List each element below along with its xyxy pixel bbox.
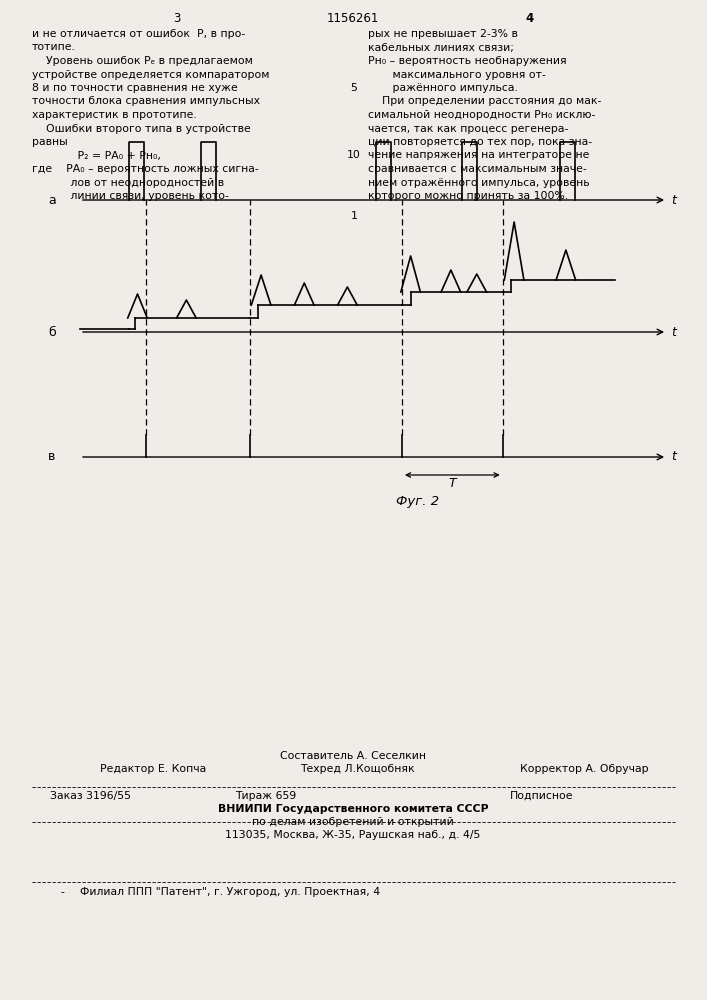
Text: сравнивается с максимальным значе-: сравнивается с максимальным значе- <box>368 164 587 174</box>
Text: ВНИИПИ Государственного комитета СССР: ВНИИПИ Государственного комитета СССР <box>218 804 489 814</box>
Text: где    РА₀ – вероятность ложных сигна-: где РА₀ – вероятность ложных сигна- <box>32 164 259 174</box>
Text: Техред Л.Кощобняк: Техред Л.Кощобняк <box>300 764 414 774</box>
Text: которого можно принять за 100%.: которого можно принять за 100%. <box>368 191 568 201</box>
Text: Уровень ошибок Рₑ в предлагаемом: Уровень ошибок Рₑ в предлагаемом <box>32 56 253 66</box>
Text: а: а <box>48 194 56 207</box>
Text: линии связи, уровень кото-: линии связи, уровень кото- <box>32 191 229 201</box>
Text: При определении расстояния до мак-: При определении расстояния до мак- <box>368 97 602 106</box>
Text: рых не превышает 2-3% в: рых не превышает 2-3% в <box>368 29 518 39</box>
Text: ражённого импульса.: ражённого импульса. <box>368 83 518 93</box>
Text: 113035, Москва, Ж-35, Раушская наб., д. 4/5: 113035, Москва, Ж-35, Раушская наб., д. … <box>226 830 481 840</box>
Text: ции повторяется до тех пор, пока зна-: ции повторяется до тех пор, пока зна- <box>368 137 592 147</box>
Text: Рн₀ – вероятность необнаружения: Рн₀ – вероятность необнаружения <box>368 56 566 66</box>
Text: чается, так как процесс регенера-: чается, так как процесс регенера- <box>368 123 568 133</box>
Text: Корректор А. Обручар: Корректор А. Обручар <box>520 764 648 774</box>
Text: 1: 1 <box>351 211 358 221</box>
Text: t: t <box>671 450 676 464</box>
Text: кабельных линиях связи;: кабельных линиях связи; <box>368 42 514 52</box>
Text: t: t <box>671 194 676 207</box>
Text: t: t <box>671 326 676 338</box>
Text: 3: 3 <box>173 12 181 25</box>
Text: устройстве определяется компаратором: устройстве определяется компаратором <box>32 70 269 80</box>
Text: T: T <box>448 477 456 490</box>
Text: нием отражённого импульса, уровень: нием отражённого импульса, уровень <box>368 178 590 188</box>
Text: равны: равны <box>32 137 68 147</box>
Text: Филиал ППП "Патент", г. Ужгород, ул. Проектная, 4: Филиал ППП "Патент", г. Ужгород, ул. Про… <box>80 887 380 897</box>
Text: Составитель А. Сеселкин: Составитель А. Сеселкин <box>280 751 426 761</box>
Text: и не отличается от ошибок  Р, в про-: и не отличается от ошибок Р, в про- <box>32 29 245 39</box>
Text: чение напряжения на интеграторе не: чение напряжения на интеграторе не <box>368 150 590 160</box>
Text: 10: 10 <box>347 150 361 160</box>
Text: -: - <box>60 887 64 897</box>
Text: Редактор Е. Копча: Редактор Е. Копча <box>100 764 206 774</box>
Text: 8 и по точности сравнения не хуже: 8 и по точности сравнения не хуже <box>32 83 238 93</box>
Text: симальной неоднородности Рн₀ исклю-: симальной неоднородности Рн₀ исклю- <box>368 110 595 120</box>
Text: Фуг. 2: Фуг. 2 <box>396 495 439 508</box>
Text: характеристик в прототипе.: характеристик в прототипе. <box>32 110 197 120</box>
Text: б: б <box>48 326 56 338</box>
Text: лов от неоднородностей в: лов от неоднородностей в <box>32 178 224 188</box>
Text: Ошибки второго типа в устройстве: Ошибки второго типа в устройстве <box>32 123 251 133</box>
Text: в: в <box>48 450 56 464</box>
Text: 4: 4 <box>526 12 534 25</box>
Text: Р₂ = РА₀ + Рн₀,: Р₂ = РА₀ + Рн₀, <box>32 150 161 160</box>
Text: максимального уровня от-: максимального уровня от- <box>368 70 546 80</box>
Text: 5: 5 <box>351 83 358 93</box>
Text: Заказ 3196/55: Заказ 3196/55 <box>50 791 131 801</box>
Text: Тираж 659: Тираж 659 <box>235 791 296 801</box>
Text: Подписное: Подписное <box>510 791 573 801</box>
Text: по делам изобретений и открытий: по делам изобретений и открытий <box>252 817 454 827</box>
Text: тотипе.: тотипе. <box>32 42 76 52</box>
Text: точности блока сравнения импульсных: точности блока сравнения импульсных <box>32 97 260 106</box>
Text: 1156261: 1156261 <box>327 12 379 25</box>
